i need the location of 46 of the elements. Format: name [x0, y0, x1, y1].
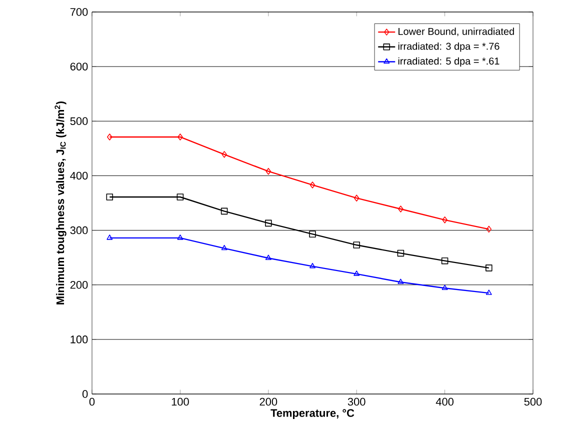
- point: [398, 278, 404, 284]
- point: [486, 226, 492, 233]
- x-tick-label: 0: [89, 398, 95, 406]
- y-tick-label: 400: [70, 172, 88, 180]
- y-tick-label: 100: [70, 336, 88, 344]
- point: [265, 254, 272, 260]
- y-tick-label: 700: [70, 8, 88, 16]
- legend-label: irradiated: 3 dpa = *.76: [398, 42, 500, 52]
- point: [177, 234, 184, 240]
- point: [354, 194, 360, 202]
- point: [310, 182, 316, 188]
- y-tick-label: 200: [70, 280, 88, 289]
- point: [441, 257, 448, 264]
- point: [176, 194, 184, 200]
- point: [486, 290, 492, 295]
- y-axis-title: Minimum toughness values, J$_{IC}$ (kJ/m$^{2}$): [54, 101, 66, 304]
- point: [353, 242, 360, 248]
- point: [442, 216, 448, 224]
- y-tick-label: 600: [70, 62, 88, 70]
- y-tick-label: 300: [70, 226, 88, 234]
- point: [309, 230, 316, 238]
- point: [107, 134, 112, 140]
- legend-label: irradiated: 5 dpa = *.61: [398, 57, 500, 67]
- x-tick-label: 400: [436, 398, 454, 406]
- legend-label: Lower Bound, unirradiated: [398, 28, 514, 36]
- point: [398, 206, 404, 212]
- point: [266, 168, 272, 175]
- x-tick-label: 300: [348, 398, 366, 406]
- point: [106, 234, 113, 240]
- point: [442, 284, 448, 290]
- y-tick-label: 500: [70, 117, 88, 126]
- point: [486, 264, 492, 272]
- x-tick-label: 200: [260, 398, 278, 406]
- x-tick-label: 100: [172, 398, 189, 406]
- point: [222, 151, 227, 158]
- point: [221, 244, 228, 250]
- x-axis-title: Temperature, °C: [270, 409, 354, 420]
- y-tick-label: 0: [82, 390, 88, 398]
- point: [106, 194, 114, 200]
- point: [178, 134, 183, 140]
- point: [397, 250, 404, 257]
- point: [265, 220, 272, 227]
- point: [310, 262, 316, 268]
- point: [220, 208, 228, 215]
- x-tick-label: 500: [524, 398, 542, 406]
- point: [354, 270, 360, 276]
